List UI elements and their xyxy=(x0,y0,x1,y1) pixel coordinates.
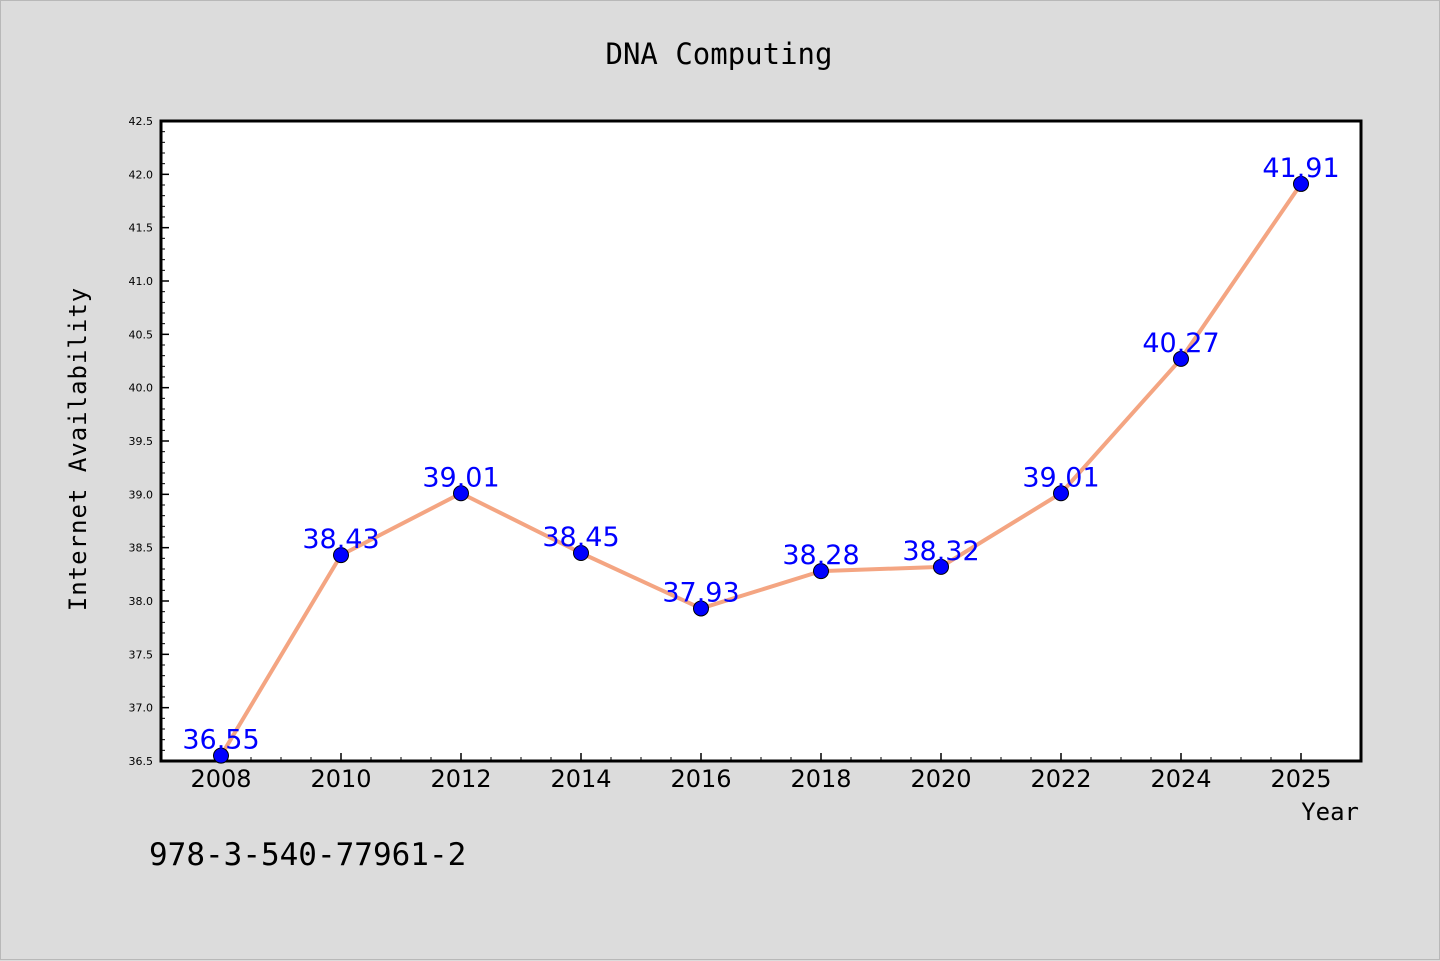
y-tick-label: 38.0 xyxy=(129,595,154,608)
x-tick-label: 2008 xyxy=(190,765,251,793)
data-point-marker xyxy=(933,558,949,575)
y-tick-label: 40.0 xyxy=(129,382,154,395)
data-label: 38.43 xyxy=(302,524,379,555)
series-line xyxy=(219,182,1303,757)
data-point-marker xyxy=(1173,350,1189,367)
y-tick-label: 36.5 xyxy=(129,755,154,768)
y-tick-label: 39.5 xyxy=(129,435,154,448)
data-point-marker xyxy=(333,547,349,564)
y-tick-label: 37.5 xyxy=(129,648,154,661)
x-tick-label: 2025 xyxy=(1270,765,1331,793)
data-label: 38.45 xyxy=(542,522,619,553)
y-tick-label: 37.0 xyxy=(129,702,154,715)
y-tick-label: 39.0 xyxy=(129,488,154,501)
data-point-marker xyxy=(573,545,589,561)
y-tick-label: 41.5 xyxy=(129,222,154,235)
y-tick-label: 41.0 xyxy=(129,275,154,288)
x-tick-label: 2024 xyxy=(1150,765,1211,793)
x-tick-label: 2018 xyxy=(790,765,851,793)
plot-area xyxy=(159,119,1363,763)
y-axis: 36.5 37.0 37.5 38.0 38.5 39.0 39.5 40.0 40.5 41.0… xyxy=(129,115,169,768)
x-tick-label: 2022 xyxy=(1030,765,1091,793)
data-point-marker xyxy=(813,563,829,580)
data-point-marker xyxy=(213,747,229,764)
chart-title: DNA Computing xyxy=(606,37,833,71)
data-label: 36.55 xyxy=(182,725,259,756)
y-tick-label: 42.0 xyxy=(129,168,154,181)
series-layer: 36.55 38.43 39.01 38.45 37.93 38.28 38.32 39.01… xyxy=(182,153,1340,764)
y-tick-label: 42.5 xyxy=(129,115,154,128)
data-label: 38.28 xyxy=(782,540,859,571)
data-label: 40.27 xyxy=(1142,328,1219,359)
y-tick-label: 38.5 xyxy=(129,542,154,555)
data-point-marker xyxy=(693,600,709,617)
x-tick-label: 2010 xyxy=(310,765,371,793)
x-axis: 2008 2010 2012 2014 2016 2018 2020 2022 2024 2025 xyxy=(190,753,1332,793)
x-tick-label: 2016 xyxy=(670,765,731,793)
y-tick-label: 40.5 xyxy=(129,328,154,341)
data-point-marker xyxy=(453,485,469,502)
data-point-marker xyxy=(1053,485,1069,502)
data-label: 38.32 xyxy=(902,536,979,567)
data-label: 41.91 xyxy=(1262,153,1339,184)
data-label: 37.93 xyxy=(662,577,739,608)
data-label: 39.01 xyxy=(1022,462,1099,493)
x-axis-label: Year xyxy=(1301,798,1359,826)
x-tick-label: 2014 xyxy=(550,765,611,793)
x-tick-label: 2012 xyxy=(430,765,491,793)
footnote-isbn: 978-3-540-77961-2 xyxy=(149,837,466,873)
data-point-marker xyxy=(1293,175,1309,192)
x-tick-label: 2020 xyxy=(910,765,971,793)
data-label: 39.01 xyxy=(422,462,499,493)
y-axis-label: Internet Availability xyxy=(64,287,92,611)
